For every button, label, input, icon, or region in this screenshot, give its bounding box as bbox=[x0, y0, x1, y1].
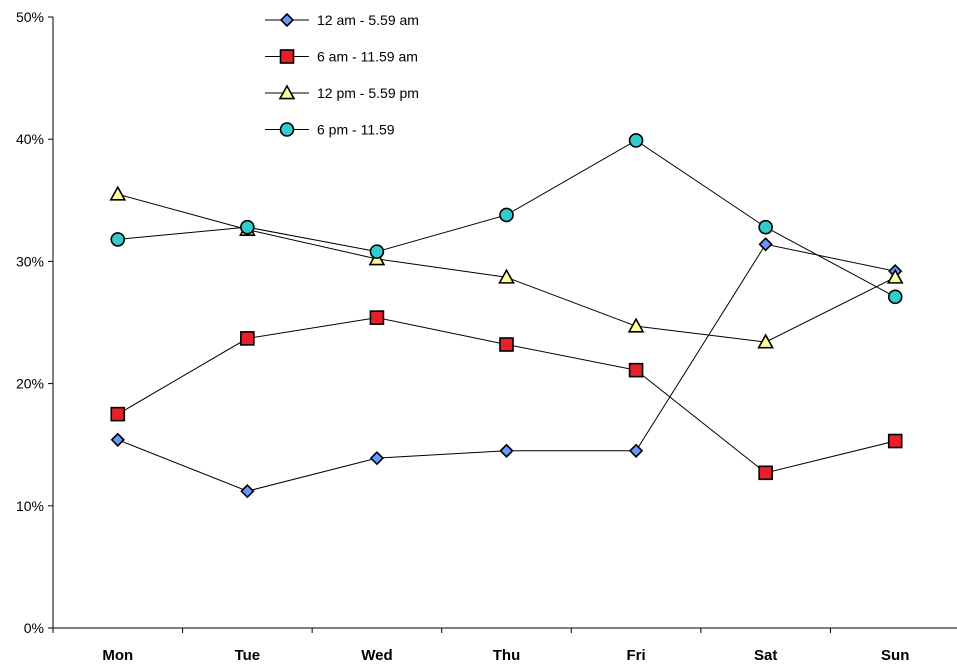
series-circle bbox=[110, 133, 903, 305]
legend-item: 6 pm - 11.59 bbox=[265, 122, 395, 138]
x-tick-label: Sun bbox=[881, 647, 909, 664]
y-tick-label: 50% bbox=[16, 9, 44, 25]
data-point bbox=[757, 333, 775, 349]
data-point bbox=[758, 219, 773, 235]
data-point bbox=[887, 433, 903, 449]
series-square bbox=[110, 310, 903, 481]
x-tick-label: Wed bbox=[361, 647, 392, 664]
legend-label: 6 am - 11.59 am bbox=[317, 49, 418, 65]
data-point bbox=[240, 219, 255, 235]
data-point bbox=[240, 331, 255, 346]
y-axis-ticks: 0% 10% 20% 30% 40% 50% bbox=[16, 9, 53, 636]
x-tick-label: Fri bbox=[626, 647, 645, 664]
data-point bbox=[110, 432, 125, 447]
x-tick-label: Thu bbox=[493, 647, 521, 664]
data-point bbox=[369, 310, 385, 325]
legend-item: 6 am - 11.59 am bbox=[265, 49, 418, 65]
data-point bbox=[498, 268, 515, 284]
x-axis-ticks: Mon Tue Wed Thu Fri Sat Sun bbox=[52, 628, 909, 664]
data-point bbox=[627, 317, 645, 333]
axes bbox=[52, 17, 957, 629]
data-point bbox=[628, 362, 644, 378]
y-tick-label: 20% bbox=[16, 376, 44, 392]
legend-marker bbox=[279, 122, 295, 137]
data-point bbox=[758, 465, 773, 481]
legend-item: 12 pm - 5.59 pm bbox=[265, 84, 419, 101]
y-tick-label: 30% bbox=[16, 253, 44, 269]
legend: 12 am - 5.59 am 6 am - 11.59 am 12 pm - 5.… bbox=[265, 12, 419, 138]
series-group bbox=[109, 133, 904, 499]
legend-label: 12 pm - 5.59 pm bbox=[317, 85, 419, 101]
x-tick-label: Sat bbox=[754, 647, 777, 664]
data-point bbox=[758, 237, 773, 252]
legend-marker bbox=[278, 84, 296, 100]
x-tick-label: Tue bbox=[235, 647, 261, 664]
y-tick-label: 10% bbox=[16, 498, 44, 514]
y-tick-label: 0% bbox=[24, 620, 44, 636]
data-point bbox=[110, 232, 126, 247]
data-point bbox=[110, 406, 126, 422]
data-point bbox=[499, 207, 514, 223]
legend-label: 6 pm - 11.59 bbox=[317, 122, 395, 138]
data-point bbox=[499, 337, 514, 352]
y-tick-label: 40% bbox=[16, 131, 44, 147]
data-point bbox=[628, 133, 644, 148]
legend-item: 12 am - 5.59 am bbox=[265, 12, 419, 28]
legend-label: 12 am - 5.59 am bbox=[317, 12, 419, 28]
series-diamond bbox=[110, 237, 903, 499]
data-point bbox=[369, 244, 385, 259]
data-point bbox=[240, 484, 255, 499]
x-tick-label: Mon bbox=[102, 647, 133, 664]
data-point bbox=[887, 289, 903, 305]
data-point bbox=[886, 268, 904, 284]
data-point bbox=[369, 451, 385, 466]
data-point bbox=[109, 185, 127, 201]
legend-marker bbox=[279, 49, 295, 64]
legend-marker bbox=[279, 12, 295, 28]
data-point bbox=[499, 443, 514, 458]
data-point bbox=[628, 443, 644, 458]
